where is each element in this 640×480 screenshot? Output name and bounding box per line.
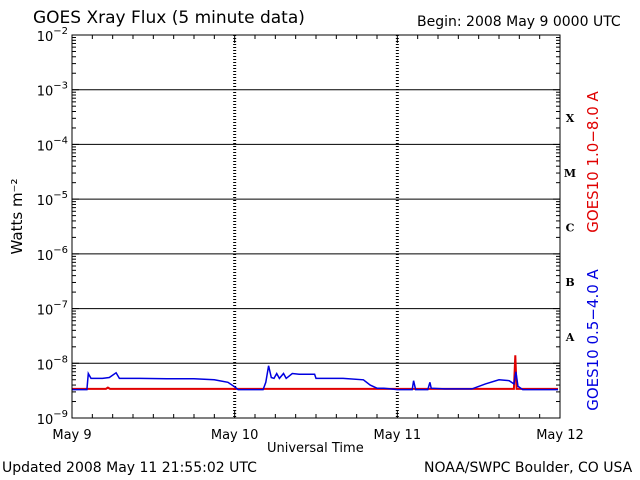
axis-labels: 10−9 10−8 10−7 10−6 10−5 10−4 10−3 10−2 May 9 May… <box>8 26 602 443</box>
y-tick-label: 10−2 <box>37 26 68 45</box>
series-line-long <box>72 355 558 390</box>
x-tick-label: May 10 <box>211 428 259 443</box>
plot-frame <box>71 34 561 419</box>
x-tick-label: May 12 <box>536 428 584 443</box>
legend-series-short: GOES10 0.5−4.0 A <box>584 268 602 410</box>
updated-timestamp: Updated 2008 May 11 21:55:02 UTC <box>2 460 257 476</box>
x-tick-label: May 9 <box>52 428 91 443</box>
flare-class-C: C <box>566 222 575 235</box>
y-tick-label: 10−9 <box>37 409 68 428</box>
flare-class-X: X <box>566 112 575 125</box>
y-tick-label: 10−6 <box>37 245 68 264</box>
organization-credit: NOAA/SWPC Boulder, CO USA <box>424 460 633 476</box>
y-tick-label: 10−8 <box>37 354 68 373</box>
y-tick-label: 10−4 <box>37 135 68 154</box>
y-tick-label: 10−5 <box>37 190 68 209</box>
begin-time: Begin: 2008 May 9 0000 UTC <box>417 14 621 30</box>
flare-class-A: A <box>565 331 575 344</box>
flare-class-B: B <box>565 276 574 289</box>
y-tick-label: 10−3 <box>37 81 68 100</box>
x-tick-label: May 11 <box>374 428 422 443</box>
grid <box>72 35 560 418</box>
series-line-short <box>72 365 558 391</box>
y-tick-label: 10−7 <box>37 300 68 319</box>
chart-title: GOES Xray Flux (5 minute data) <box>33 8 305 28</box>
flare-class-M: M <box>564 167 576 180</box>
axis-ticks <box>71 35 561 419</box>
legend-series-long: GOES10 1.0−8.0 A <box>584 90 602 232</box>
x-axis-label: Universal Time <box>267 441 364 456</box>
y-axis-label: Watts m⁻² <box>8 179 26 255</box>
series-lines <box>72 355 558 391</box>
